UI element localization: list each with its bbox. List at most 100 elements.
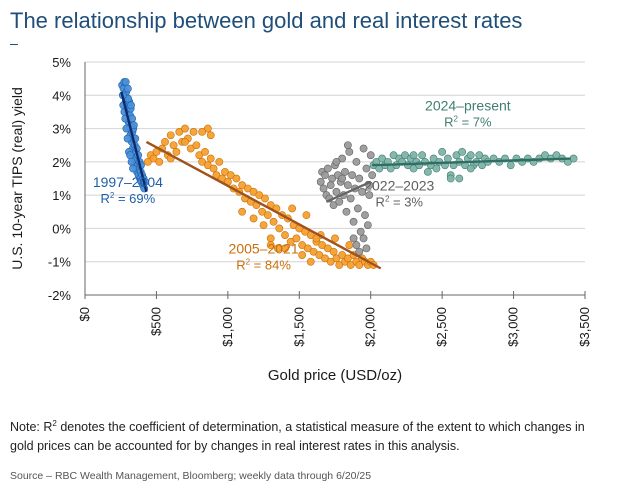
data-point — [443, 154, 452, 163]
data-point — [123, 84, 132, 93]
y-tick-label: 3% — [52, 122, 71, 137]
data-point — [466, 164, 475, 173]
y-axis-title: U.S. 10-year TIPS (real) yield — [9, 87, 25, 270]
data-point — [569, 154, 578, 163]
r-squared-label: R2 = 3% — [376, 194, 424, 209]
data-point — [281, 244, 289, 253]
x-tick-label: $0 — [77, 307, 92, 321]
data-point — [306, 257, 315, 266]
y-tick-label: 4% — [52, 88, 71, 103]
title-rule — [10, 44, 18, 45]
r-squared-label: R2 = 69% — [101, 191, 156, 206]
data-point — [249, 187, 258, 196]
data-point — [346, 261, 355, 269]
data-point — [288, 204, 297, 213]
data-point — [198, 157, 207, 166]
series-label: 2024–present — [425, 98, 511, 114]
data-point — [346, 194, 355, 203]
note-text: denotes the coefficient of determination… — [10, 420, 585, 454]
data-point — [172, 147, 181, 156]
data-point — [401, 151, 409, 160]
data-point — [343, 254, 352, 263]
source-line: Source – RBC Wealth Management, Bloomber… — [10, 470, 372, 482]
data-point — [192, 141, 201, 150]
y-tick-label: -2% — [48, 288, 72, 303]
data-point — [389, 151, 398, 160]
data-point — [446, 174, 455, 183]
data-point — [366, 151, 375, 160]
data-point — [358, 187, 367, 196]
data-point — [361, 211, 369, 220]
data-point — [368, 171, 377, 180]
data-point — [365, 191, 374, 200]
data-point — [209, 164, 218, 173]
data-point — [316, 177, 325, 186]
data-point — [258, 207, 267, 216]
data-point — [166, 131, 175, 140]
data-point — [195, 151, 204, 160]
data-point — [261, 194, 269, 203]
data-point — [238, 181, 247, 190]
series-1-points — [143, 124, 378, 269]
data-point — [356, 227, 365, 236]
data-point — [452, 151, 461, 160]
y-tick-label: 1% — [52, 188, 71, 203]
data-point — [319, 184, 328, 193]
y-tick-label: 0% — [52, 221, 71, 236]
data-point — [432, 164, 441, 173]
data-point — [203, 161, 212, 170]
data-point — [343, 141, 352, 150]
data-point — [292, 234, 301, 243]
x-tick-label: $1,000 — [220, 307, 235, 347]
data-point — [342, 207, 351, 216]
data-point — [203, 124, 212, 133]
note-superscript: 2 — [52, 419, 57, 428]
x-tick-label: $1,500 — [291, 307, 306, 347]
data-point — [221, 167, 229, 176]
data-point — [355, 174, 364, 183]
data-point — [315, 251, 324, 259]
data-point — [127, 157, 136, 166]
x-tick-label: $2,500 — [434, 307, 449, 347]
trend-line-3 — [372, 157, 571, 167]
y-tick-label: 2% — [52, 155, 71, 170]
trend-line-2 — [325, 180, 372, 203]
footnote: Note: R2 denotes the coefficient of dete… — [10, 414, 610, 456]
data-point — [352, 241, 361, 249]
data-point — [323, 244, 332, 253]
data-point — [438, 147, 447, 156]
data-point — [161, 137, 169, 146]
data-point — [353, 204, 362, 213]
data-point — [338, 174, 347, 183]
data-point — [323, 164, 332, 173]
data-point — [281, 231, 289, 239]
r-squared-label: R2 = 7% — [444, 115, 492, 130]
data-point — [269, 217, 278, 226]
data-point — [298, 241, 307, 249]
data-point — [249, 214, 258, 223]
data-point — [506, 161, 515, 170]
data-point — [169, 141, 178, 150]
data-point — [127, 101, 135, 110]
note-prefix: Note: R — [10, 420, 53, 435]
data-point — [362, 164, 371, 173]
data-point — [263, 211, 272, 220]
data-point — [345, 147, 354, 156]
data-point — [189, 128, 198, 136]
data-point — [329, 201, 338, 210]
data-point — [349, 217, 358, 226]
data-point — [458, 147, 467, 156]
data-point — [155, 157, 164, 166]
data-point — [332, 187, 341, 196]
data-point — [232, 174, 241, 183]
data-point — [359, 234, 368, 243]
x-axis-title: Gold price (USD/oz) — [268, 367, 402, 384]
data-point — [309, 247, 318, 256]
data-point — [266, 241, 275, 249]
series-2-points — [316, 141, 377, 256]
r-squared-label: R2 = 84% — [236, 258, 291, 273]
data-point — [331, 234, 339, 243]
data-point — [338, 251, 347, 259]
data-point — [359, 144, 368, 153]
data-point — [206, 131, 215, 140]
